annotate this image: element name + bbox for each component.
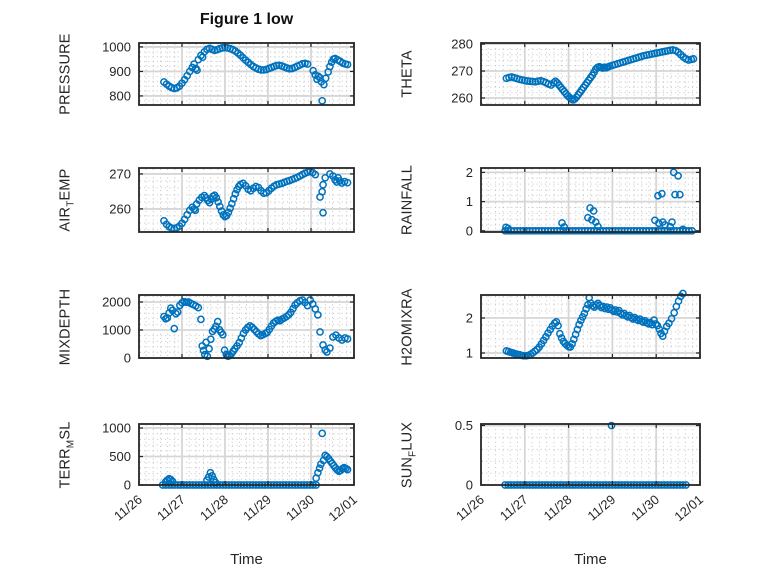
- ylabel-sub: F: [407, 450, 419, 457]
- svg-text:11/29: 11/29: [584, 492, 618, 524]
- svg-text:0: 0: [466, 478, 473, 493]
- ylabel-post: EMP: [57, 168, 74, 201]
- subplot-pressure: PRESSURE 800 900 1000: [58, 33, 355, 115]
- svg-text:0.5: 0.5: [455, 418, 473, 433]
- h2omixra-y-axis-label: H2OMIXRA: [400, 288, 419, 365]
- svg-text:11/30: 11/30: [283, 492, 317, 524]
- svg-text:280: 280: [451, 37, 473, 52]
- subplot-sun-flux: SUNFLUX 0 0.5 11/26 11/27 11/28 11/29 11/30 12/…: [400, 418, 706, 524]
- svg-text:11/26: 11/26: [453, 492, 487, 524]
- subplot-terr-msl: TERRMSL 0 500 1000 11/26 11/27 11/28 11/29 11/3…: [58, 420, 360, 524]
- sun-flux-plot: 0 0.5 11/26 11/27 11/28 11/29 11/30 12/01: [453, 418, 706, 524]
- svg-text:260: 260: [451, 90, 473, 105]
- h2omixra-plot: 12: [466, 289, 701, 360]
- air-temp-plot: 260 270: [109, 166, 355, 233]
- svg-text:2000: 2000: [102, 295, 131, 310]
- terr-msl-y-axis-label: TERRMSL: [58, 421, 77, 488]
- pressure-y-axis-label: PRESSURE: [58, 33, 77, 114]
- subplot-theta: THETA 260 270 280: [400, 37, 701, 106]
- sun-flux-y-axis-label: SUNFLUX: [400, 421, 419, 487]
- subplot-air-temp: AIRTEMP 260 270: [58, 166, 355, 233]
- theta-y-axis-label: THETA: [400, 50, 419, 97]
- svg-text:260: 260: [109, 201, 131, 216]
- svg-text:1000: 1000: [102, 420, 131, 435]
- svg-text:1: 1: [466, 345, 473, 360]
- ylabel-pre: TERR: [57, 447, 74, 488]
- svg-text:0: 0: [124, 351, 131, 366]
- figure-title: Figure 1 low: [199, 11, 294, 28]
- svg-text:1: 1: [466, 194, 473, 209]
- rainfall-y-axis-label: RAINFALL: [400, 165, 419, 235]
- air-temp-y-axis-label: AIRTEMP: [58, 168, 77, 231]
- ylabel-pre: MIXDEPTH: [57, 288, 74, 365]
- rainfall-plot: 0 1 2: [466, 165, 701, 238]
- x-axis-label-left: Time: [230, 551, 263, 568]
- svg-text:270: 270: [451, 64, 473, 79]
- svg-text:1000: 1000: [102, 323, 131, 338]
- svg-text:500: 500: [109, 449, 131, 464]
- mixdepth-plot: 0 1000 2000: [102, 294, 355, 366]
- terr-msl-plot: 0 500 1000 11/26 11/27 11/28 11/29 11/30 12/01: [102, 420, 360, 524]
- ylabel-sub: M: [65, 439, 77, 448]
- ylabel-pre: RAINFALL: [399, 164, 416, 236]
- ylabel-pre: SUN: [399, 456, 416, 488]
- pressure-plot: 800 900 1000: [102, 39, 355, 106]
- svg-text:11/27: 11/27: [497, 492, 531, 524]
- subplot-mixdepth: MIXDEPTH 0 1000 2000: [58, 288, 355, 366]
- ylabel-pre: H2OMIXRA: [399, 287, 416, 366]
- ylabel-sub: T: [65, 200, 77, 207]
- subplot-rainfall: RAINFALL 0 1 2: [400, 165, 701, 238]
- ylabel-pre: AIR: [57, 206, 74, 232]
- svg-text:11/28: 11/28: [541, 492, 575, 524]
- svg-text:2: 2: [466, 165, 473, 180]
- svg-text:900: 900: [109, 64, 131, 79]
- svg-text:2: 2: [466, 310, 473, 325]
- svg-text:11/29: 11/29: [240, 492, 274, 524]
- svg-text:11/27: 11/27: [154, 492, 188, 524]
- svg-text:0: 0: [124, 478, 131, 493]
- ylabel-pre: PRESSURE: [57, 33, 74, 115]
- svg-text:800: 800: [109, 88, 131, 103]
- ylabel-pre: THETA: [399, 50, 416, 98]
- svg-text:12/01: 12/01: [671, 492, 706, 524]
- x-axis-label-right: Time: [574, 551, 607, 568]
- svg-text:1000: 1000: [102, 39, 131, 54]
- svg-text:11/26: 11/26: [111, 492, 145, 524]
- svg-text:11/28: 11/28: [197, 492, 231, 524]
- ylabel-post: LUX: [399, 421, 416, 451]
- theta-plot: 260 270 280: [451, 37, 701, 106]
- ylabel-post: SL: [57, 421, 74, 440]
- svg-text:11/30: 11/30: [628, 492, 662, 524]
- svg-text:0: 0: [466, 223, 473, 238]
- svg-text:12/01: 12/01: [325, 492, 360, 524]
- mixdepth-y-axis-label: MIXDEPTH: [58, 288, 77, 365]
- svg-text:270: 270: [109, 166, 131, 181]
